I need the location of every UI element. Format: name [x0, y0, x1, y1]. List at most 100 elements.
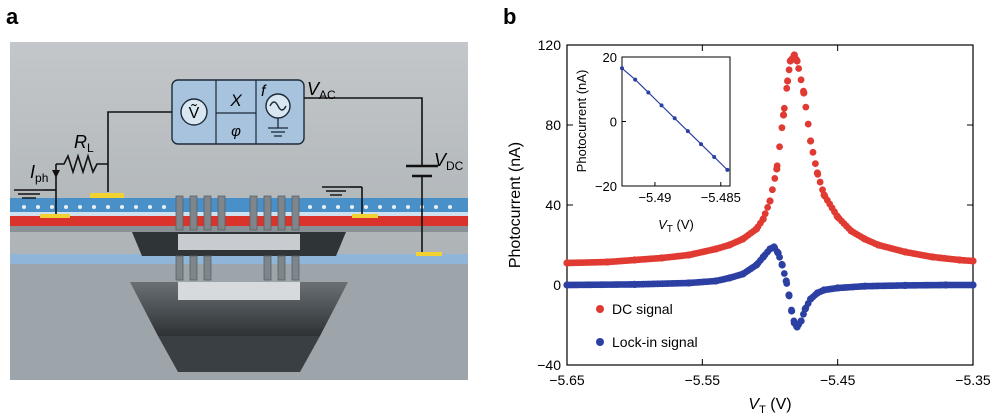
y-axis-label: Photocurrent (nA) — [507, 142, 524, 268]
data-point-key — [631, 256, 639, 264]
instrument-ground-icon — [268, 118, 288, 137]
x-tick-label: −5.45 — [820, 372, 856, 388]
data-point — [785, 66, 793, 74]
data-point-key — [770, 243, 778, 251]
inset-data-point — [712, 154, 717, 159]
data-point — [811, 160, 819, 167]
data-point — [795, 65, 803, 72]
sine-wave-icon — [269, 101, 287, 111]
data-point-key — [801, 305, 809, 313]
buried-layer — [10, 226, 468, 232]
x-tick-label: −5.55 — [685, 372, 721, 388]
inset-y-axis-label: Photocurrent (nA) — [574, 70, 589, 173]
legend: DC signal Lock-in signal — [596, 301, 698, 350]
data-point — [776, 143, 783, 151]
grating-pillars — [175, 195, 300, 281]
data-point-key — [725, 274, 734, 282]
data-point-key — [782, 277, 790, 285]
data-point-key — [813, 169, 821, 177]
contact-pads — [40, 193, 442, 256]
r-load-label: RL — [74, 132, 94, 155]
voltmeter-icon — [180, 98, 208, 126]
data-point-key — [942, 281, 950, 289]
data-point — [780, 104, 788, 112]
substrate-pit-floor — [158, 336, 320, 372]
inset-data-point — [659, 103, 664, 108]
data-point-key — [774, 249, 782, 257]
data-point-key — [928, 253, 937, 261]
data-point-key — [807, 137, 815, 145]
data-point-key — [685, 251, 693, 259]
legend-dc-marker — [596, 305, 604, 313]
inset-x-tick-label: −5.49 — [638, 190, 671, 205]
inset-frame — [621, 56, 731, 187]
inset-y-tick-label: 0 — [610, 115, 617, 130]
data-point — [809, 148, 817, 156]
inset-data-point — [685, 129, 690, 134]
panel-a-letter: a — [6, 4, 19, 29]
data-point-key — [786, 57, 794, 65]
data-point-key — [793, 57, 801, 65]
y-tick-label: 40 — [545, 197, 561, 213]
data-point-key — [631, 280, 639, 288]
inset-data-point — [620, 66, 624, 71]
panel-b-letter: b — [503, 4, 517, 29]
data-point-key — [793, 323, 801, 331]
legend-lockin-label: Lock-in signal — [612, 334, 698, 350]
inset-y-tick-label: 20 — [603, 50, 617, 65]
data-point-key — [778, 261, 786, 269]
data-point — [816, 178, 824, 186]
y-tick-label: 120 — [538, 37, 562, 53]
legend-lockin-marker — [596, 338, 604, 346]
oxide-layer — [10, 212, 468, 216]
data-point-key — [563, 281, 571, 289]
y-tick-label: 0 — [553, 277, 561, 293]
data-point-key — [739, 235, 747, 243]
data-point-key — [901, 248, 909, 256]
data-point-key — [783, 77, 792, 85]
left-ground-icon — [14, 189, 44, 199]
data-point — [761, 210, 769, 218]
x-tick-label: −5.65 — [549, 372, 585, 388]
data-point — [764, 203, 772, 211]
data-point-key — [955, 256, 964, 264]
data-point-key — [752, 261, 761, 269]
right-ground-icon — [322, 186, 350, 196]
data-point-key — [807, 295, 815, 303]
data-point-key — [874, 241, 882, 249]
x-tick-label: −5.35 — [955, 372, 991, 388]
data-point-key — [752, 225, 761, 233]
data-point-key — [820, 191, 828, 199]
data-point — [778, 124, 786, 132]
data-point-key — [969, 257, 977, 265]
data-point-key — [969, 281, 977, 289]
data-point-key — [834, 284, 842, 292]
data-point-key — [797, 317, 805, 325]
data-point-key — [712, 277, 720, 285]
data-point — [768, 186, 776, 194]
series-lockin — [563, 243, 977, 331]
suspended-membrane — [178, 234, 300, 250]
i-ph-label: Iph — [30, 162, 48, 185]
inset-data-point — [725, 167, 730, 172]
data-point-key — [820, 286, 828, 294]
data-point-key — [779, 111, 788, 119]
inset-x-tick-label: −5.485 — [701, 190, 741, 205]
inset-x-axis-label: VT (V) — [658, 217, 694, 235]
y-tick-label: −40 — [537, 357, 561, 373]
data-point-key — [901, 281, 909, 289]
data-point-key — [685, 279, 693, 287]
data-point-key — [658, 254, 666, 262]
data-point-key — [773, 165, 781, 173]
inset-data-point — [672, 116, 677, 121]
y-tick-label: 80 — [545, 117, 561, 133]
data-point-key — [759, 215, 767, 223]
data-point — [802, 103, 810, 111]
data-point-key — [861, 235, 869, 243]
pit-opening — [178, 282, 300, 300]
x-axis-label: VT (V) — [748, 396, 791, 416]
data-point-key — [847, 227, 855, 235]
data-point-key — [834, 213, 842, 221]
data-point-key — [790, 51, 798, 59]
data-point — [780, 270, 788, 277]
